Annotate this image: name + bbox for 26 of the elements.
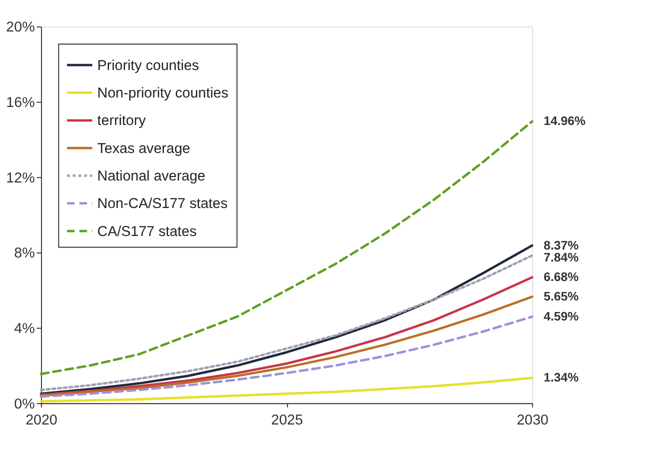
line-series [40,296,534,397]
y-tick-label: 12% [6,170,36,186]
line-series [40,316,534,398]
legend-label: CA/S177 states [97,224,197,240]
legend-label: Non-CA/S177 states [97,196,228,212]
x-tick-label: 2020 [26,412,58,429]
legend-label: territory [97,113,147,130]
data-label: 5.65% [544,290,579,304]
legend-label: Priority counties [97,58,199,74]
data-label: 14.96% [544,114,586,128]
data-label: 8.37% [544,238,579,252]
y-tick-label: 16% [6,95,36,112]
legend-label: Non-priority counties [97,86,228,102]
data-label: 7.84% [544,250,579,265]
y-tick-label: 20% [6,20,36,36]
y-tick-label: 8% [14,246,36,262]
line-series [40,276,534,396]
y-tick-label: 0% [14,396,36,412]
data-label: 1.34% [544,370,579,385]
data-label: 4.59% [544,310,579,324]
x-tick-label: 2025 [271,412,303,429]
legend-label: Texas average [97,140,190,157]
legend-label: National average [97,168,206,184]
x-tick-label: 2030 [516,412,549,429]
y-tick-label: 4% [14,321,36,338]
data-label: 6.68% [544,270,579,284]
